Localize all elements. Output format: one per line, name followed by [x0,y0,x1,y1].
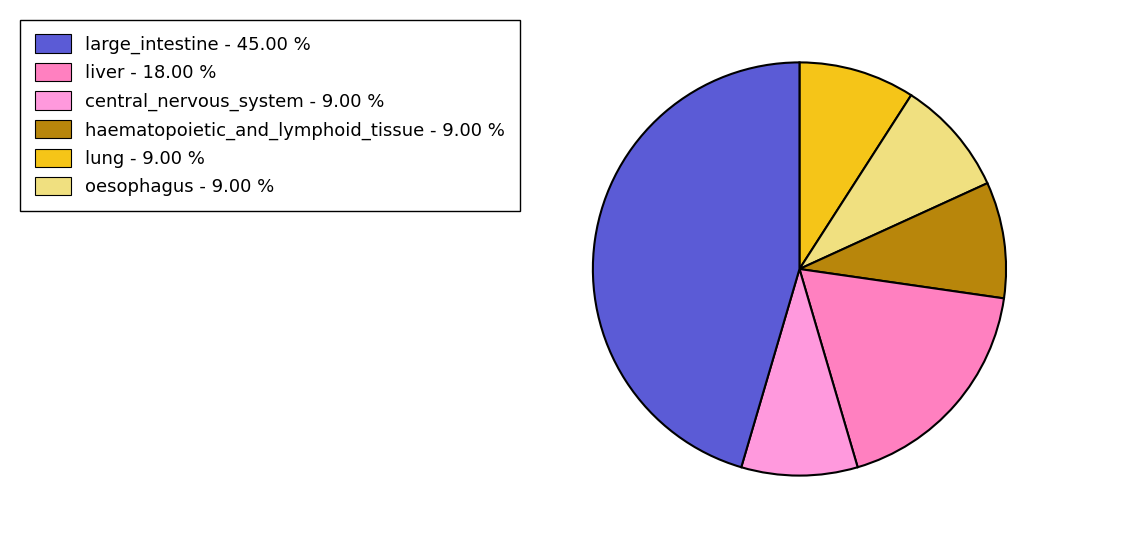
Wedge shape [593,62,799,467]
Wedge shape [799,95,988,269]
Wedge shape [799,269,1004,467]
Wedge shape [799,183,1006,299]
Wedge shape [742,269,857,476]
Wedge shape [799,62,911,269]
Legend: large_intestine - 45.00 %, liver - 18.00 %, central_nervous_system - 9.00 %, hae: large_intestine - 45.00 %, liver - 18.00… [20,20,519,211]
